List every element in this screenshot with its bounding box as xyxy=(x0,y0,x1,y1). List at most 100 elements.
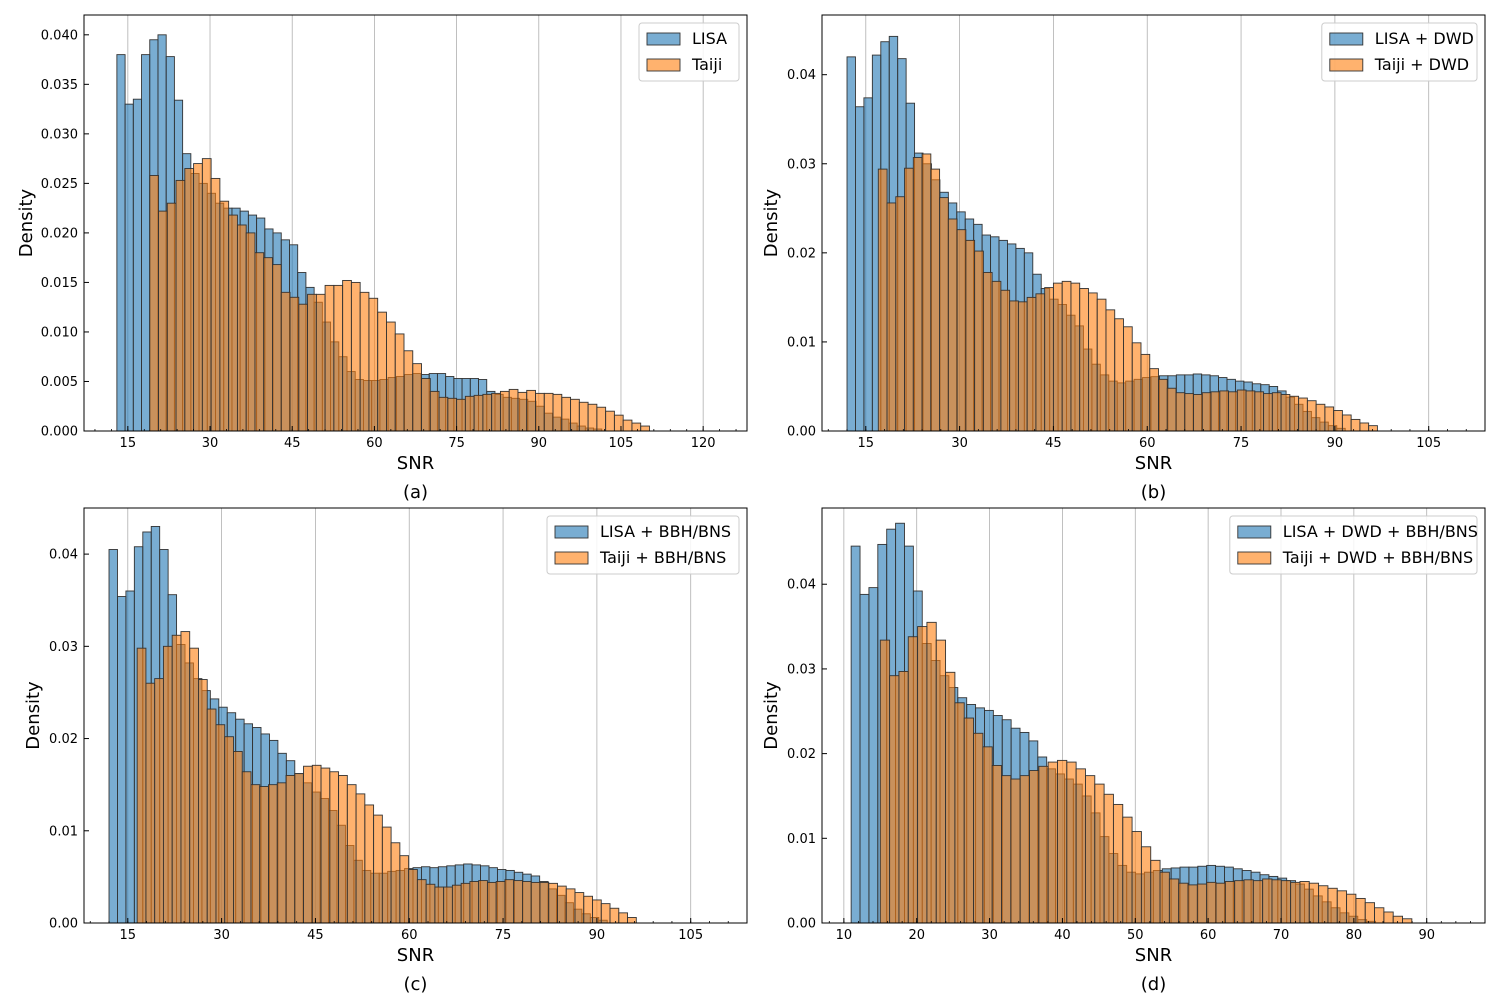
x-tick-label: 40 xyxy=(1054,928,1071,943)
histogram-bar xyxy=(587,403,598,432)
legend-swatch xyxy=(1237,525,1272,539)
histogram-bar xyxy=(241,771,252,924)
histogram-bar xyxy=(272,264,282,432)
histogram-bar xyxy=(403,350,414,432)
x-tick-label: 10 xyxy=(836,928,853,943)
histogram-bar xyxy=(368,297,379,432)
y-tick-label: 0.01 xyxy=(787,832,816,847)
histogram-bar xyxy=(1038,765,1049,924)
histogram-bar xyxy=(613,414,624,432)
histogram-bar xyxy=(1271,879,1282,924)
histogram-bar xyxy=(394,333,405,432)
histogram-bar xyxy=(116,54,126,432)
legend-swatch xyxy=(554,525,589,539)
histogram-bar xyxy=(342,279,352,432)
histogram-bar xyxy=(1290,881,1301,924)
axes-frame xyxy=(83,14,748,432)
histogram-bar xyxy=(1228,391,1238,432)
histogram-bar xyxy=(311,764,322,924)
histogram-bar xyxy=(904,167,914,432)
x-axis-label: SNR xyxy=(397,945,434,966)
histogram-bar xyxy=(1131,342,1142,432)
y-tick-label: 0.000 xyxy=(41,425,78,440)
x-tick-label: 105 xyxy=(678,928,703,943)
histogram-bar xyxy=(329,771,340,924)
histogram-bar xyxy=(609,907,620,924)
histogram-bar xyxy=(399,855,410,924)
histogram-bar xyxy=(1383,911,1394,924)
y-tick-label: 0.03 xyxy=(787,157,816,172)
histogram-bar xyxy=(1075,768,1086,924)
histogram-bar xyxy=(850,545,861,924)
histogram-bar xyxy=(1112,803,1124,924)
histogram-bar xyxy=(117,596,127,924)
histogram-bar xyxy=(1252,880,1264,924)
histogram-bar xyxy=(1000,289,1011,432)
y-tick-label: 0.00 xyxy=(787,425,816,440)
x-tick-label: 45 xyxy=(1045,436,1062,451)
histogram-bar xyxy=(1066,761,1077,924)
histogram-bar xyxy=(565,888,576,924)
histogram-bar xyxy=(276,782,287,924)
legend-label: Taiji xyxy=(691,55,722,74)
legend-swatch xyxy=(646,58,681,72)
histogram-bar xyxy=(473,394,484,432)
histogram-bar xyxy=(250,784,261,924)
histogram-bar xyxy=(1096,298,1107,432)
histogram-bar xyxy=(1196,883,1208,924)
histogram-bar xyxy=(1271,392,1282,432)
histogram-bar xyxy=(522,881,532,924)
histogram-bar xyxy=(1224,881,1236,924)
histogram-bar xyxy=(233,751,243,924)
histogram-bar xyxy=(1010,778,1021,924)
y-tick-label: 0.040 xyxy=(41,28,78,43)
histogram-bar xyxy=(963,717,974,924)
histogram-bar xyxy=(390,842,401,924)
histogram-bar xyxy=(1206,881,1217,924)
y-tick-label: 0.02 xyxy=(49,732,78,747)
histogram-bar xyxy=(917,626,928,924)
histogram-bar xyxy=(364,804,375,924)
histogram-bar xyxy=(982,271,993,432)
histogram-bar xyxy=(324,284,335,432)
series-taiji-dwd-bbh-bns xyxy=(879,621,1413,924)
y-tick-label: 0.020 xyxy=(41,226,78,241)
histogram-bar xyxy=(478,880,488,924)
histogram-bar xyxy=(859,593,870,924)
histogram-bar xyxy=(1178,882,1189,924)
legend: LISA + BBH/BNS Taiji + BBH/BNS xyxy=(546,515,740,575)
histogram-bar xyxy=(1341,414,1352,432)
panel-d: 10 20 30 40 50 60 70 80 90 0.00 0.01 0.02 0.03 0.04 SN… xyxy=(761,507,1486,995)
histogram-bar xyxy=(921,153,932,432)
histogram-bar xyxy=(210,177,221,432)
histogram-bar xyxy=(1315,403,1326,432)
histogram-bar xyxy=(1070,282,1081,432)
histogram-bar xyxy=(1210,391,1221,432)
histogram-bar xyxy=(1324,406,1335,432)
histogram-bar xyxy=(206,708,217,924)
panel-caption: (b) xyxy=(1141,482,1166,503)
histogram-bar xyxy=(863,97,873,432)
histogram-bar xyxy=(1114,318,1124,432)
y-tick-label: 0.03 xyxy=(787,662,816,677)
histogram-bar xyxy=(219,200,230,432)
x-tick-label: 75 xyxy=(448,436,465,451)
histogram-bar xyxy=(535,392,545,432)
histogram-bar xyxy=(408,869,418,924)
x-tick-label: 30 xyxy=(951,436,968,451)
histogram-bar xyxy=(543,392,554,432)
x-tick-label: 120 xyxy=(691,436,716,451)
y-tick-label: 0.03 xyxy=(49,640,78,655)
histogram-bar xyxy=(935,639,947,924)
legend-swatch xyxy=(1329,58,1364,72)
histogram-bar xyxy=(355,793,366,924)
histogram-bar xyxy=(421,378,431,432)
histogram-bar xyxy=(596,406,607,432)
panel-b: 15 30 45 60 75 90 105 0.00 0.01 0.02 0.03 0.04 SNR De… xyxy=(761,14,1486,503)
x-tick-label: 60 xyxy=(1200,928,1217,943)
histogram-bar xyxy=(868,587,879,924)
histogram-bar xyxy=(1122,816,1133,924)
histogram-bar xyxy=(1149,368,1159,432)
y-tick-label: 0.04 xyxy=(787,578,816,593)
histogram-bar xyxy=(307,293,317,432)
